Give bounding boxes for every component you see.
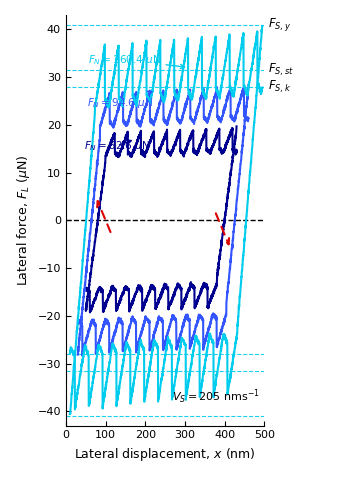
Text: $F_N = 160.4\ \mu$N: $F_N = 160.4\ \mu$N <box>88 53 185 68</box>
Text: $F_{S,st}$: $F_{S,st}$ <box>267 62 293 78</box>
Y-axis label: Lateral force, $F_L$ ($\mu$N): Lateral force, $F_L$ ($\mu$N) <box>15 154 32 286</box>
X-axis label: Lateral displacement, $x$ (nm): Lateral displacement, $x$ (nm) <box>74 446 256 463</box>
Text: $V_S = 205$ nms$^{-1}$: $V_S = 205$ nms$^{-1}$ <box>172 388 260 406</box>
Text: $F_N = 94.6\ \mu$N: $F_N = 94.6\ \mu$N <box>87 91 153 110</box>
Text: $F_N = 52.6\ \mu$N: $F_N = 52.6\ \mu$N <box>84 139 150 152</box>
Text: $F_{S,y}$: $F_{S,y}$ <box>267 16 291 33</box>
Text: $F_{S,k}$: $F_{S,k}$ <box>267 78 291 95</box>
